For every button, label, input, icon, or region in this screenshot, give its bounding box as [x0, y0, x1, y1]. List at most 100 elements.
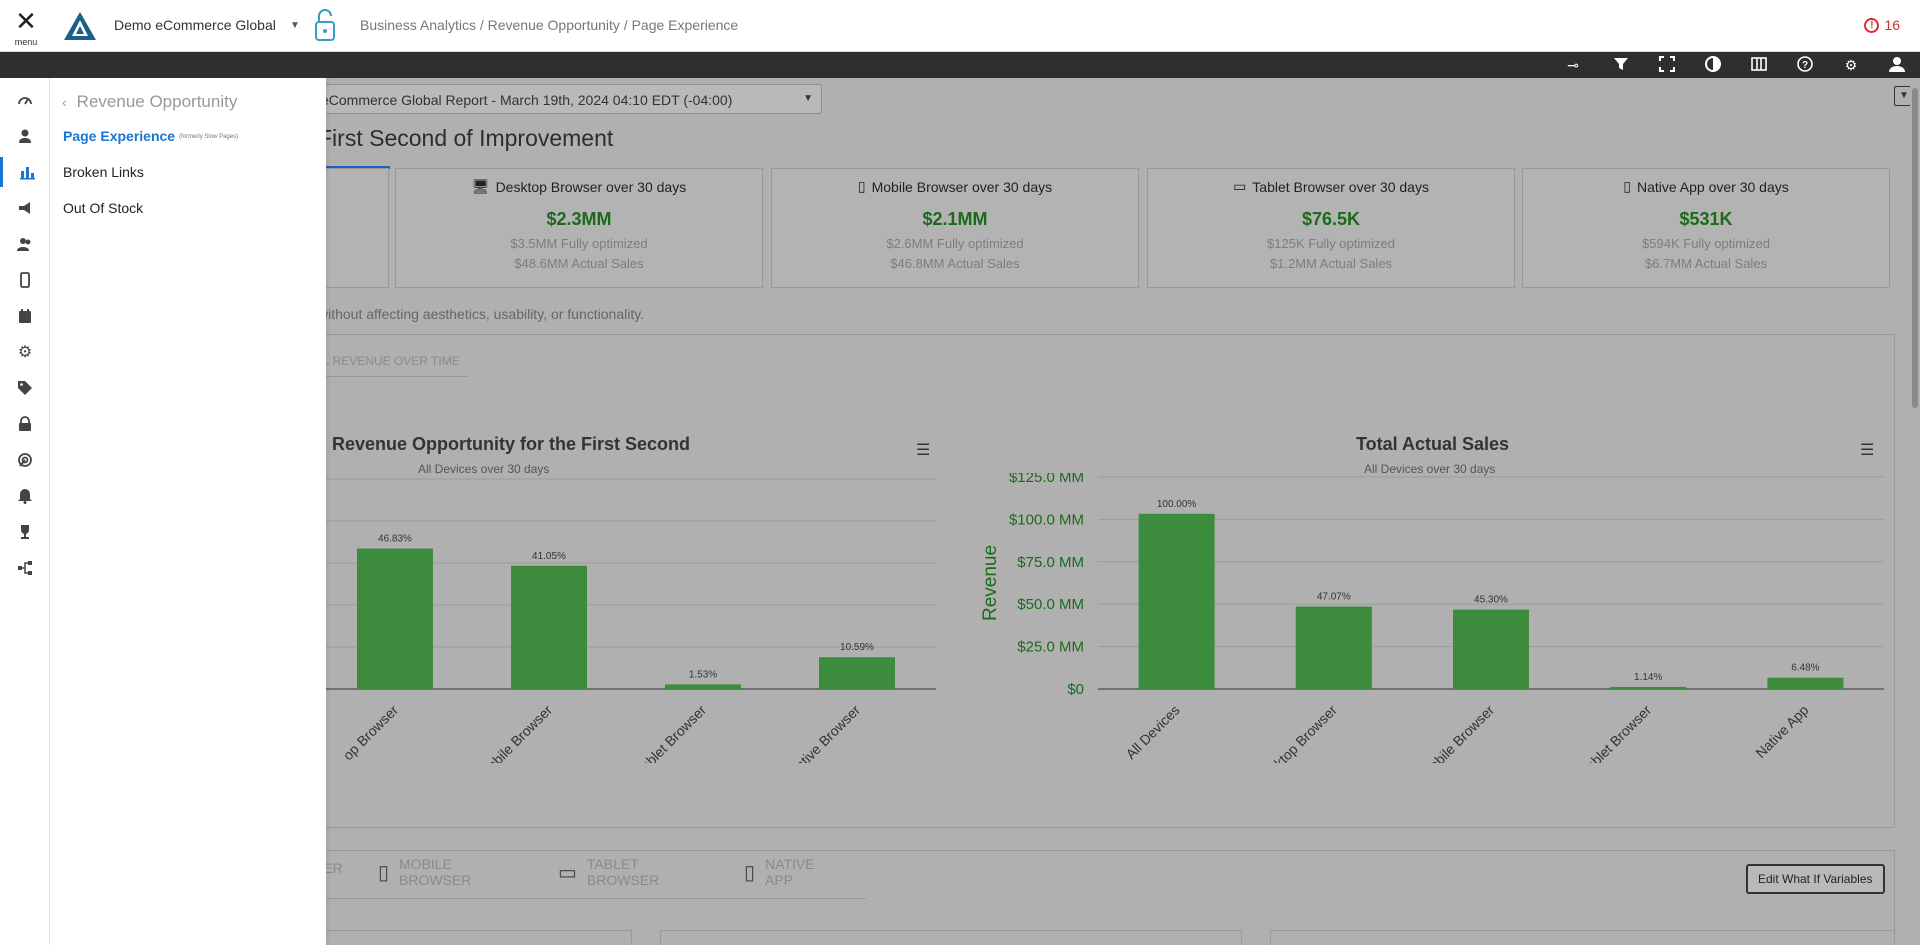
rail-tags[interactable] [0, 373, 50, 403]
tab-native-app[interactable]: ▯ NATIVE APP [744, 856, 815, 888]
x-tick-label: All Devices [1122, 702, 1182, 762]
close-icon: ✕ [15, 6, 37, 36]
chevron-down-icon: ▼ [803, 93, 813, 104]
data-label: 47.07% [1317, 592, 1351, 603]
chart1-menu-icon[interactable]: ☰ [916, 442, 931, 459]
submenu-item-note: (formerly Slow Pages) [179, 134, 239, 141]
rail-megaphone[interactable] [0, 193, 50, 223]
chart-bar [511, 565, 587, 689]
pin-icon[interactable]: ⊸ [1567, 57, 1579, 73]
data-label: 10.59% [840, 642, 874, 653]
brand-logo[interactable] [62, 10, 98, 42]
top-header: ✕ menu Demo eCommerce Global ▼ Business … [0, 0, 1920, 52]
card-optimized: $2.6MM Fully optimized [886, 236, 1024, 251]
summary-card-desktop[interactable]: 🖥 Desktop Browser over 30 days $2.3MM $3.… [395, 168, 763, 288]
y-tick-label: $50.0 MM [1017, 596, 1084, 613]
y-tick-label: $25.0 MM [1017, 639, 1084, 656]
rail-calendar[interactable] [0, 301, 50, 331]
lock-icon [19, 416, 31, 431]
edit-what-if-button[interactable]: Edit What If Variables [1746, 864, 1885, 894]
submenu-item-broken-links[interactable]: Broken Links [63, 164, 144, 180]
chart2-menu-icon[interactable]: ☰ [1860, 442, 1875, 459]
card-title: Native App over 30 days [1636, 178, 1789, 195]
tab-revenue-over-time[interactable]: AL REVENUE OVER TIME [315, 354, 460, 368]
alert-indicator[interactable]: ! 16 [1864, 17, 1900, 33]
page-title: First Second of Improvement [318, 125, 614, 151]
description-text: without affecting aesthetics, usability,… [318, 306, 645, 322]
settings-icon[interactable]: ⚙ [1844, 57, 1858, 73]
data-label: 100.00% [1157, 499, 1197, 510]
card-actual: $46.8MM Actual Sales [890, 256, 1020, 271]
tab-indicator [300, 166, 390, 169]
chart-bar [1138, 513, 1215, 689]
columns-icon[interactable] [1750, 56, 1768, 74]
report-select[interactable]: eCommerce Global Report - March 19th, 20… [310, 84, 822, 114]
chart2-subtitle: All Devices over 30 days [1364, 462, 1496, 476]
y-axis-label: Revenue [980, 545, 1001, 621]
scrollbar-thumb[interactable] [1912, 88, 1918, 408]
card-optimized: $594K Fully optimized [1642, 236, 1770, 251]
rail-flow[interactable] [0, 553, 50, 583]
tab-label: TABLET BROWSER [586, 856, 660, 888]
bottom-box [660, 930, 1242, 945]
rail-dashboard[interactable] [0, 85, 50, 115]
svg-text:?: ? [1802, 60, 1808, 71]
chart1-title: al Revenue Opportunity for the First Sec… [312, 434, 691, 454]
fullscreen-icon[interactable] [1658, 56, 1676, 74]
rail-analytics[interactable] [0, 157, 50, 187]
data-label: 41.05% [532, 551, 566, 562]
summary-card-mobile[interactable]: ▯ Mobile Browser over 30 days $2.1MM $2.6… [771, 168, 1139, 288]
menu-button[interactable]: ✕ menu [8, 8, 44, 48]
flow-icon [18, 561, 32, 575]
toolbar: ⊸ ? ⚙ [0, 52, 1920, 78]
card-value: $2.3MM [546, 209, 612, 229]
scrollbar[interactable] [1910, 78, 1920, 945]
y-tick-label: $75.0 MM [1017, 554, 1084, 571]
org-selector[interactable]: Demo eCommerce Global [114, 17, 276, 33]
tab-underline [300, 376, 468, 377]
rail-trophy[interactable] [0, 517, 50, 547]
device-tabs-underline [300, 898, 866, 899]
card-optimized: $125K Fully optimized [1267, 236, 1395, 251]
tab-mobile-browser[interactable]: ▯ MOBILE BROWSER [378, 856, 471, 888]
submenu-item-out-of-stock[interactable]: Out Of Stock [63, 200, 144, 216]
card-actual: $48.6MM Actual Sales [514, 256, 644, 271]
x-tick-label: Mobile Browser [1418, 702, 1498, 763]
unlocked-icon[interactable] [313, 8, 337, 44]
x-tick-label: Tablet Browser [1578, 702, 1655, 763]
chart-bar [1453, 609, 1529, 689]
tab-label: MOBILE BROWSER [399, 856, 472, 888]
card-title: Mobile Browser over 30 days [871, 178, 1053, 195]
help-icon[interactable]: ? [1796, 56, 1814, 74]
contrast-icon[interactable] [1704, 56, 1722, 74]
back-to-revenue-opportunity[interactable]: ‹ Revenue Opportunity [62, 92, 237, 112]
rail-users[interactable] [0, 229, 50, 259]
trophy-icon [21, 525, 29, 539]
rail-settings[interactable]: ⚙ [0, 337, 50, 367]
rail-radar[interactable] [0, 445, 50, 475]
user-icon[interactable] [1888, 56, 1906, 74]
rail-user-monitor[interactable] [0, 121, 50, 151]
tab-tablet-browser[interactable]: ▭ TABLET BROWSER [558, 856, 659, 888]
data-label: 1.14% [1634, 672, 1662, 683]
mobile-icon: ▯ [378, 861, 390, 884]
x-tick-label: Tablet Browser [632, 702, 709, 763]
chart1-svg: 46.83% op Browser 41.05% Mobile Browser 1.53… [320, 478, 936, 763]
data-label: 46.83% [378, 534, 412, 545]
card-title: Desktop Browser over 30 days [495, 178, 687, 195]
rail-alerts[interactable] [0, 481, 50, 511]
summary-card-tablet[interactable]: ▭ Tablet Browser over 30 days $76.5K $125… [1147, 168, 1515, 288]
submenu-item-page-experience[interactable]: Page Experience (formerly Slow Pages) [63, 128, 238, 144]
chevron-down-icon[interactable]: ▼ [290, 20, 300, 31]
x-tick-label: Native App [1752, 702, 1811, 761]
dashboard-icon [18, 97, 32, 105]
rail-mobile[interactable] [0, 265, 50, 295]
rail-security[interactable] [0, 409, 50, 439]
radar-icon [18, 453, 32, 467]
filter-icon[interactable] [1612, 56, 1630, 74]
mobile-icon [20, 272, 30, 288]
submenu-item-label: Page Experience [63, 128, 176, 144]
data-label: 1.53% [689, 669, 717, 680]
summary-card-native-app[interactable]: ▯ Native App over 30 days $531K $594K Ful… [1522, 168, 1890, 288]
chart-bar [665, 684, 741, 689]
